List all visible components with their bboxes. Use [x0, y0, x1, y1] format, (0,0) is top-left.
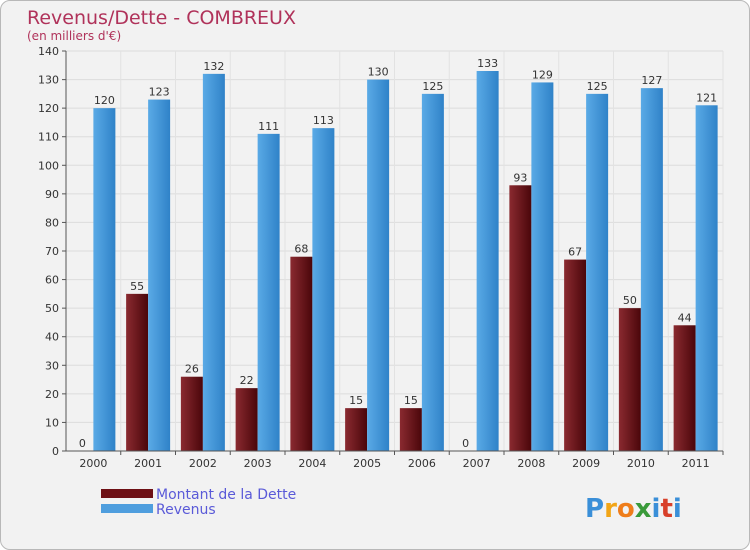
logo-letter: x	[635, 494, 652, 524]
logo-letter: o	[617, 494, 635, 524]
y-tick-label: 80	[45, 216, 59, 229]
bar-revenue-2009	[586, 93, 609, 451]
y-tick-label: 110	[38, 131, 59, 144]
bar-value-label: 26	[185, 363, 199, 376]
grid-lines	[65, 50, 724, 452]
y-tick-label: 20	[45, 388, 59, 401]
y-tick-label: 90	[45, 188, 59, 201]
y-tick-label: 40	[45, 331, 59, 344]
proxiti-logo: Proxiti	[585, 494, 682, 524]
bar-revenue-2002	[202, 73, 225, 451]
x-tick-label: 2003	[244, 457, 272, 470]
y-tick-label: 70	[45, 245, 59, 258]
legend-swatch-debt	[101, 489, 153, 498]
bar-revenue-2004	[312, 128, 335, 451]
y-tick-label: 60	[45, 274, 59, 287]
bar-value-label: 129	[532, 68, 553, 81]
legend-label-debt: Montant de la Dette	[156, 487, 296, 503]
x-tick-label: 2004	[298, 457, 326, 470]
y-tick-label: 100	[38, 159, 59, 172]
bar-value-label: 121	[696, 91, 717, 104]
bar-debt-2010	[618, 308, 641, 451]
y-tick-label: 30	[45, 359, 59, 372]
chart-subtitle: (en milliers d'€)	[27, 29, 121, 43]
bar-value-label: 15	[349, 394, 363, 407]
bar-value-label: 0	[462, 437, 469, 450]
chart-title: Revenus/Dette - COMBREUX	[27, 7, 296, 29]
bar-debt-2001	[126, 293, 149, 451]
bar-debt-2006	[399, 408, 422, 451]
logo-letter: i	[652, 494, 661, 524]
x-tick-label: 2007	[463, 457, 491, 470]
y-tick-label: 10	[45, 416, 59, 429]
y-tick-label: 140	[38, 45, 59, 58]
legend-label-revenue: Revenus	[156, 502, 216, 518]
logo-letter: i	[673, 494, 682, 524]
bar-value-label: 44	[678, 311, 692, 324]
x-tick-label: 2010	[627, 457, 655, 470]
bar-debt-2008	[509, 185, 532, 452]
bar-value-label: 0	[79, 437, 86, 450]
bar-debt-2009	[564, 259, 587, 451]
y-tick-label: 130	[38, 74, 59, 87]
x-tick-label: 2000	[79, 457, 107, 470]
bar-value-label: 68	[294, 243, 308, 256]
bar-revenue-2010	[640, 88, 663, 452]
bar-value-label: 132	[203, 60, 224, 73]
x-tick-label: 2011	[682, 457, 710, 470]
bar-value-label: 93	[513, 171, 527, 184]
x-tick-label: 2002	[189, 457, 217, 470]
x-tick-label: 2009	[572, 457, 600, 470]
bar-debt-2011	[673, 325, 696, 451]
bar-value-label: 67	[568, 246, 582, 259]
bar-value-label: 130	[368, 66, 389, 79]
bar-revenue-2008	[531, 82, 554, 451]
bar-debt-2004	[290, 256, 313, 451]
bar-value-label: 111	[258, 120, 279, 133]
bar-value-label: 125	[422, 80, 443, 93]
y-tick-label: 0	[52, 445, 59, 458]
bar-revenue-2006	[421, 93, 444, 451]
bar-value-label: 15	[404, 394, 418, 407]
bar-debt-2003	[235, 388, 258, 451]
logo-letter: t	[660, 494, 672, 524]
y-tick-label: 120	[38, 102, 59, 115]
x-tick-label: 2008	[517, 457, 545, 470]
bar-value-label: 125	[587, 80, 608, 93]
bar-debt-2005	[345, 408, 368, 451]
bar-value-label: 120	[94, 94, 115, 107]
bar-revenue-2001	[148, 99, 171, 452]
bar-value-label: 22	[240, 374, 254, 387]
bar-debt-2002	[180, 376, 203, 451]
legend: Montant de la Dette Revenus	[101, 487, 296, 518]
x-tick-label: 2006	[408, 457, 436, 470]
logo-text: Proxiti	[585, 494, 682, 524]
bars: 0 120 55 123 26 132 22 111 68 113 15 130 15 125 0 133 93…	[79, 57, 718, 452]
bar-revenue-2005	[367, 79, 390, 452]
bar-revenue-2000	[93, 108, 116, 452]
bar-value-label: 113	[313, 114, 334, 127]
bar-value-label: 55	[130, 280, 144, 293]
legend-swatch-revenue	[101, 504, 153, 513]
bar-revenue-2007	[476, 71, 499, 451]
bar-revenue-2003	[257, 133, 280, 451]
bar-revenue-2011	[695, 105, 718, 452]
y-tick-label: 50	[45, 302, 59, 315]
logo-letter: P	[585, 494, 604, 524]
axes: 0 10 20 30 40 50 60 70 80 90 100 110 120 130 140 2000 20…	[38, 45, 724, 470]
x-tick-label: 2005	[353, 457, 381, 470]
bar-value-label: 127	[641, 74, 662, 87]
bar-value-label: 133	[477, 57, 498, 70]
logo-letter: r	[604, 494, 617, 524]
bar-value-label: 123	[149, 86, 170, 99]
bar-value-label: 50	[623, 294, 637, 307]
x-tick-label: 2001	[134, 457, 162, 470]
